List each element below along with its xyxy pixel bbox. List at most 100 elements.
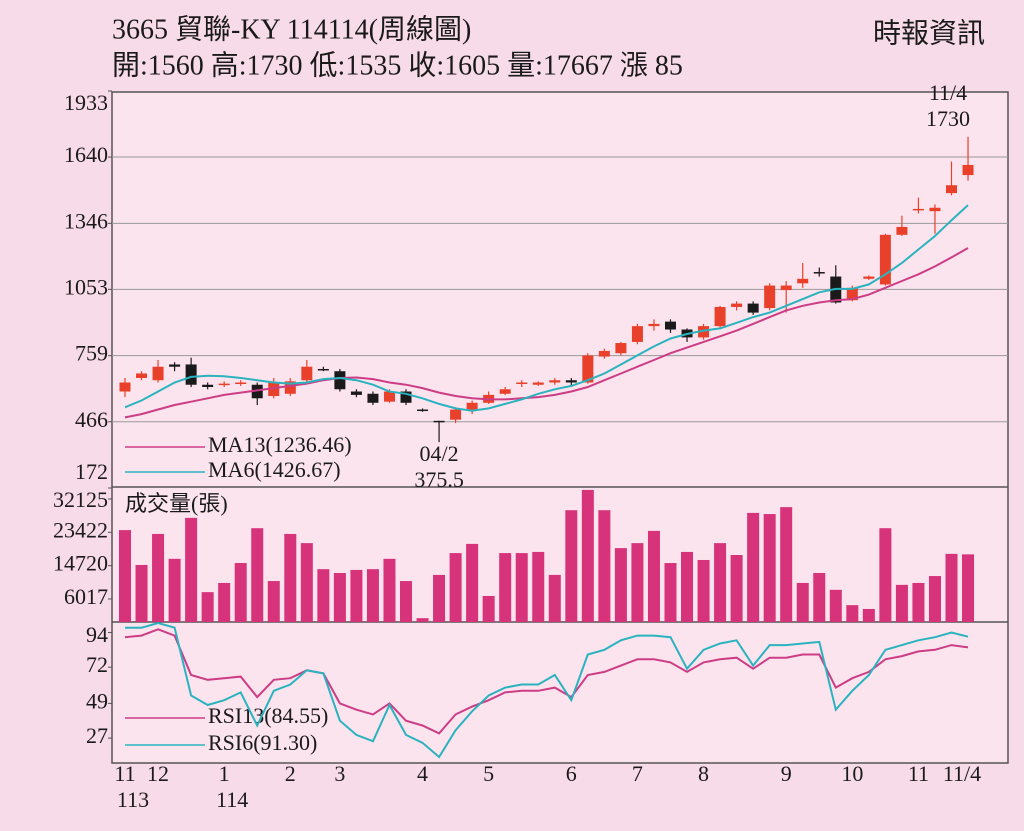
candle-body [615, 343, 627, 354]
bar [714, 543, 727, 622]
bar [962, 554, 975, 622]
x-tick-label: 11/4 [943, 761, 981, 786]
panel-title: 成交量(張) [125, 491, 228, 516]
candle-body [185, 364, 197, 385]
bar [201, 592, 214, 622]
series-line [125, 621, 969, 759]
x-tick-label: 11 [908, 761, 929, 786]
bar [895, 584, 908, 622]
candle-body [797, 278, 809, 284]
bar [251, 528, 264, 622]
candle-body [136, 373, 148, 378]
quote: 開:1560 高:1730 低:1535 收:1605 量:17667 漲 85 [112, 49, 683, 81]
series-line [124, 247, 969, 419]
candle-body [301, 366, 313, 381]
annotation-date: 04/2 [420, 441, 459, 466]
candle-body [202, 384, 214, 388]
candle-body [350, 391, 362, 395]
bar [697, 559, 710, 622]
x-tick-label: 10 [841, 761, 863, 786]
x-tick-label: 6 [566, 761, 577, 786]
bar [879, 528, 892, 622]
y-tick-label: 14720 [53, 551, 108, 576]
x-tick-label: 7 [632, 761, 643, 786]
candle-body [334, 371, 346, 390]
candle-body [863, 276, 875, 279]
candle-body [813, 272, 825, 274]
candle-body [780, 285, 792, 291]
bar [928, 576, 941, 622]
legend-label: MA13(1236.46) [208, 432, 352, 457]
candle-body [466, 402, 478, 410]
bar [168, 558, 181, 622]
candle-body [549, 380, 561, 383]
bar [862, 608, 875, 622]
x-year-label: 113 [117, 787, 149, 812]
x-tick-label: 9 [781, 761, 792, 786]
candle-body [664, 321, 676, 330]
y-tick-label: 94 [86, 622, 108, 647]
series-line [124, 204, 969, 412]
candle-body [598, 350, 610, 357]
bar [780, 507, 793, 622]
bar [383, 558, 396, 622]
candle-body [417, 409, 429, 412]
candle-body [152, 366, 164, 381]
bar [763, 514, 776, 622]
candle-body [383, 391, 395, 402]
bar [152, 533, 165, 622]
bar [119, 530, 131, 622]
bar [218, 582, 231, 622]
bar [681, 551, 694, 622]
legend-label: RSI6(91.30) [208, 730, 317, 755]
candle-body [896, 226, 908, 235]
bar [234, 563, 247, 622]
bar [813, 572, 826, 622]
y-tick-label: 759 [75, 341, 108, 366]
bar [548, 574, 561, 622]
candle-body [764, 285, 776, 309]
candle-body [367, 393, 379, 403]
bar [317, 569, 330, 622]
bar [912, 582, 925, 622]
bar [366, 569, 379, 622]
y-tick-label: 1053 [64, 274, 108, 299]
annotation-value: 375.5 [414, 467, 464, 492]
candle-body [169, 364, 181, 367]
bar [185, 517, 198, 622]
bar [532, 551, 545, 622]
candle-body [516, 382, 528, 384]
bar [284, 533, 297, 622]
y-tick-label: 172 [75, 459, 108, 484]
candle-body [400, 391, 412, 403]
y-tick-label: 27 [86, 723, 108, 748]
bar [449, 553, 462, 622]
bar [647, 530, 660, 622]
candle-body [218, 383, 230, 386]
candle-body [846, 287, 858, 301]
x-tick-label: 4 [417, 761, 428, 786]
candle-body [450, 409, 462, 420]
bar [598, 510, 611, 622]
bar [945, 553, 958, 622]
candle-body [268, 382, 280, 397]
candle-body [284, 381, 296, 394]
y-tick-label: 1346 [64, 208, 108, 233]
series-line [124, 628, 969, 735]
legend-label: RSI13(84.55) [208, 703, 328, 728]
legend-label: MA6(1426.67) [208, 457, 341, 482]
bar [466, 543, 479, 622]
candle-body [433, 420, 445, 423]
bar [796, 582, 809, 622]
candle-body [648, 323, 660, 327]
candle-body [631, 326, 643, 342]
y-tick-label: 1933 [64, 90, 108, 115]
y-tick-label: 6017 [64, 584, 108, 609]
y-tick-label: 72 [86, 652, 108, 677]
source: 時報資訊 [873, 17, 985, 49]
candle-body [747, 303, 759, 313]
bar [581, 489, 594, 622]
title: 3665 貿聯-KY 114114(周線圖) [112, 13, 471, 45]
candle-body [714, 306, 726, 327]
candle-body [929, 207, 941, 212]
